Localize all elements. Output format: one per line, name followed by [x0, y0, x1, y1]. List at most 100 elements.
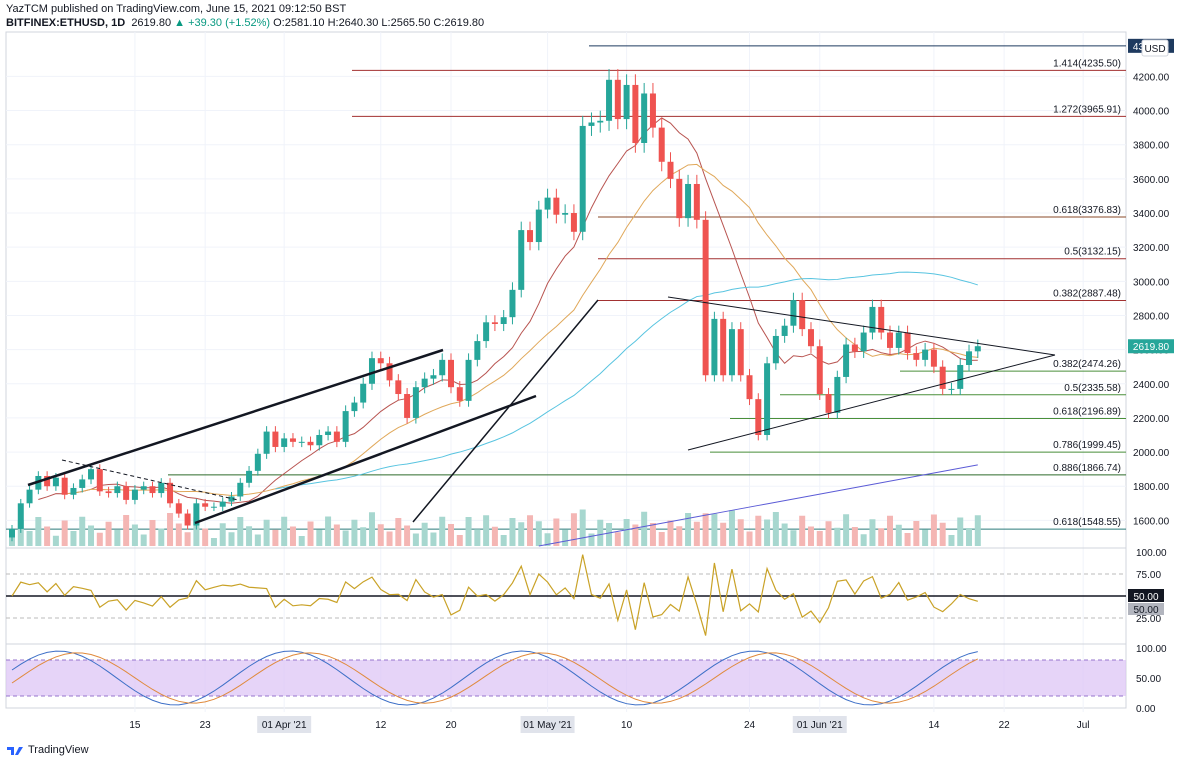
volume-bar	[728, 510, 735, 546]
price-tick-label: 3000.00	[1133, 277, 1170, 288]
candle-body	[360, 383, 367, 403]
candle-body	[500, 317, 507, 325]
candle-body	[202, 503, 209, 507]
volume-bar	[149, 520, 156, 546]
candle-body	[281, 438, 288, 447]
price-tick-label: 2200.00	[1133, 414, 1170, 425]
volume-bar	[456, 535, 463, 546]
volume-bar	[527, 515, 534, 546]
candle-body	[61, 477, 68, 495]
current-price-badge	[1128, 339, 1174, 354]
high-label: H:	[327, 17, 339, 29]
currency-button[interactable]	[1141, 39, 1169, 57]
volume-bar	[96, 532, 103, 546]
candle-body	[641, 93, 648, 143]
volume-bar	[386, 531, 393, 546]
osc-line	[11, 554, 978, 636]
price-tick-label: 2000.00	[1133, 448, 1170, 459]
candle-body	[711, 318, 718, 376]
volume-bar	[816, 531, 823, 546]
volume-bar	[237, 517, 244, 546]
volume-bar	[52, 535, 59, 546]
volume-bar	[913, 521, 920, 546]
volume-bar	[333, 524, 340, 546]
candle-body	[439, 359, 446, 376]
candle-body	[289, 438, 296, 442]
date-box	[792, 716, 847, 733]
volume-bar	[790, 530, 797, 546]
volume-bar	[887, 515, 893, 546]
candle-body	[509, 289, 516, 318]
volume-bar	[167, 513, 174, 546]
volume-bar	[518, 522, 525, 546]
candle-body	[149, 486, 156, 494]
stoch-d-line	[11, 652, 979, 704]
candle-body	[263, 431, 270, 454]
candle-body	[70, 487, 77, 495]
candle-body	[246, 470, 253, 483]
candle-body	[544, 197, 551, 210]
volume-bar	[966, 528, 973, 546]
volume-bar	[377, 524, 384, 546]
up-arrow-icon: ▲	[174, 17, 186, 29]
volume-bar	[298, 536, 305, 546]
candle-body	[772, 335, 779, 364]
volume-bar	[623, 519, 630, 546]
candle-body	[843, 344, 850, 377]
footer-brand-label: TradingView	[28, 744, 89, 756]
volume-bar	[693, 521, 700, 546]
candle-body	[737, 329, 744, 376]
fib-level-label: 0.886(1866.74)	[1053, 463, 1121, 474]
candle-body	[606, 79, 613, 121]
candle-body	[368, 358, 375, 384]
volume-bar	[720, 522, 727, 546]
candle-body	[869, 306, 876, 333]
candle-body	[825, 394, 832, 413]
volume-bar	[869, 519, 876, 546]
candle-body	[210, 506, 217, 508]
volume-bar	[316, 529, 323, 546]
trend-line	[667, 296, 1056, 356]
volume-bar	[772, 512, 779, 546]
candle-body	[44, 475, 51, 487]
volume-bar	[755, 515, 762, 546]
volume-bar	[228, 532, 235, 546]
candle-body	[658, 127, 665, 162]
candle-body	[676, 178, 683, 219]
volume-bar	[70, 531, 77, 546]
volume-bar	[131, 524, 138, 546]
candle-body	[88, 469, 95, 480]
date-box	[520, 716, 575, 733]
volume-bar	[351, 519, 358, 546]
footer-brand: TradingView	[6, 744, 89, 756]
candle-body	[527, 230, 534, 243]
volume-bar	[17, 520, 24, 546]
volume-bar	[210, 538, 217, 546]
osc-tick-label: 25.00	[1136, 614, 1161, 625]
candle-body	[448, 359, 454, 388]
candle-body	[922, 349, 929, 360]
volume-bar	[614, 532, 621, 546]
candle-body	[17, 503, 24, 529]
volume-bar	[254, 534, 261, 546]
candle-body	[807, 329, 814, 347]
trend-line	[194, 394, 537, 525]
candle-body	[597, 120, 604, 123]
candle-body	[158, 482, 165, 494]
ma-long-line	[538, 464, 978, 547]
candle-body	[456, 387, 463, 401]
volume-bar	[667, 520, 674, 546]
candle-body	[26, 489, 33, 504]
volume-bar	[843, 514, 850, 546]
low-value: 2565.50	[390, 17, 431, 29]
volume-bar	[860, 534, 867, 546]
volume-bar	[158, 528, 165, 546]
candle-body	[9, 528, 15, 538]
trend-line	[687, 354, 1056, 451]
volume-bar	[219, 523, 226, 546]
candle-body	[518, 230, 525, 290]
candle-body	[491, 322, 498, 325]
volume-bar	[404, 525, 411, 546]
volume-bar	[553, 518, 560, 546]
